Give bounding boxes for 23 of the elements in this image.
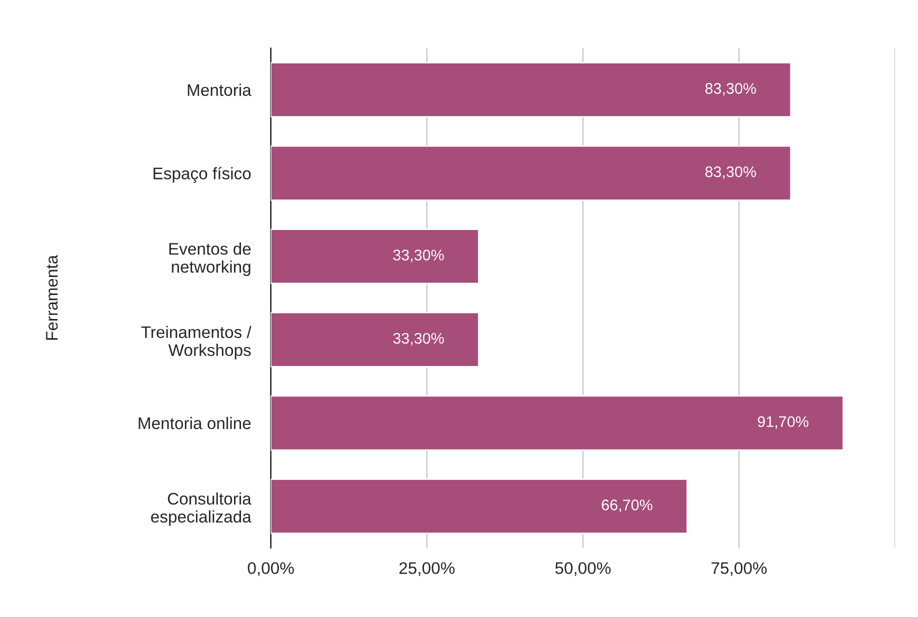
bar (270, 228, 480, 284)
y-tick-label: Mentoria online (138, 416, 251, 430)
bar (270, 478, 688, 534)
bar (270, 395, 844, 451)
data-label: 83,30% (705, 166, 756, 179)
y-tick-label: Eventos de networking (169, 242, 251, 276)
x-tick-label: 50,00% (555, 562, 611, 576)
y-tick-label: Consultoria especializada (151, 492, 252, 526)
data-label: 33,30% (393, 332, 444, 346)
y-tick-label: Mentoria (188, 84, 252, 96)
bar (270, 145, 792, 201)
y-tick-label: Treinamentos / Workshops (141, 326, 252, 360)
data-label: 33,30% (393, 250, 444, 262)
bar (270, 62, 792, 118)
y-axis-title: Ferramenta (46, 254, 58, 340)
x-tick-label: 25,00% (399, 562, 455, 576)
y-tick-label: Espaço físico (154, 166, 251, 183)
data-label: 83,30% (705, 83, 756, 96)
data-label: 66,70% (602, 500, 652, 512)
data-label: 91,70% (758, 416, 808, 429)
x-tick-label: 0,00% (248, 562, 294, 576)
x-tick-label: 75,00% (712, 562, 767, 576)
bar (270, 312, 480, 368)
